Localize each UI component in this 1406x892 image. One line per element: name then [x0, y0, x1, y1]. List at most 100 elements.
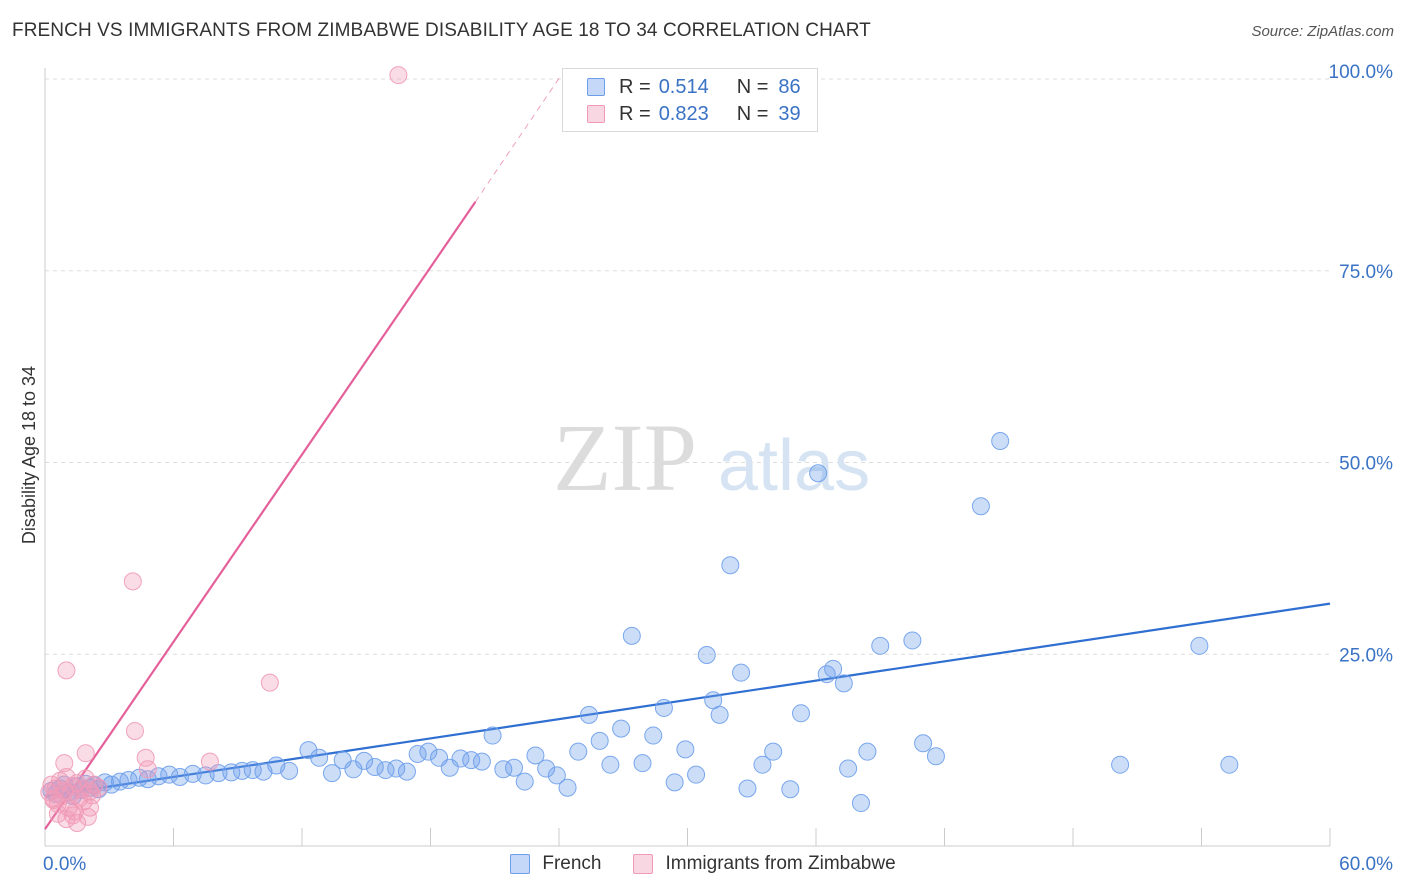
trend-line-extension	[475, 74, 562, 203]
watermark-zip: ZIP	[553, 404, 697, 511]
data-point[interactable]	[125, 721, 144, 740]
data-point[interactable]	[526, 746, 545, 765]
data-point[interactable]	[310, 748, 329, 767]
r-label: R =	[619, 102, 651, 125]
n-value: 86	[778, 75, 801, 98]
data-point[interactable]	[280, 761, 299, 780]
data-point[interactable]	[387, 759, 406, 778]
grid-layer	[45, 78, 1330, 655]
data-point[interactable]	[1111, 755, 1130, 774]
data-point[interactable]	[1220, 755, 1239, 774]
data-point[interactable]	[365, 757, 384, 776]
axis-layer: 25.0% 50.0% 75.0% 100.0% 0.0% 60.0%	[43, 62, 1393, 875]
data-point[interactable]	[119, 771, 138, 790]
data-point[interactable]	[851, 794, 870, 813]
legend-item-zimbabwe[interactable]: Immigrants from Zimbabwe	[633, 853, 896, 875]
data-point[interactable]	[200, 752, 219, 771]
data-point[interactable]	[991, 432, 1010, 451]
correlation-stats-box: R = 0.514 N = 86 R = 0.823 N = 39	[562, 68, 818, 132]
data-point[interactable]	[858, 742, 877, 761]
data-point[interactable]	[89, 778, 108, 797]
data-point[interactable]	[781, 780, 800, 799]
data-point[interactable]	[644, 726, 663, 745]
stats-row-french: R = 0.514 N = 86	[587, 74, 801, 100]
data-point[interactable]	[834, 674, 853, 693]
data-point[interactable]	[299, 741, 318, 760]
legend-item-french[interactable]: French	[510, 853, 601, 875]
data-point[interactable]	[472, 752, 491, 771]
data-point[interactable]	[48, 804, 67, 823]
data-point[interactable]	[138, 770, 157, 789]
data-point[interactable]	[569, 742, 588, 761]
data-point[interactable]	[389, 66, 408, 85]
n-label: N =	[736, 102, 769, 125]
legend-swatch-zimbabwe	[633, 854, 654, 874]
data-point[interactable]	[633, 754, 652, 773]
data-point[interactable]	[601, 755, 620, 774]
data-point[interactable]	[57, 661, 76, 680]
legend-label-french: French	[542, 853, 602, 874]
data-point[interactable]	[732, 663, 751, 682]
data-point[interactable]	[419, 742, 438, 761]
data-point[interactable]	[76, 744, 95, 763]
data-point[interactable]	[355, 751, 374, 770]
data-point[interactable]	[665, 773, 684, 792]
data-point[interactable]	[753, 755, 772, 774]
data-point[interactable]	[68, 813, 87, 832]
data-point[interactable]	[738, 779, 757, 798]
y-tick-label: 25.0%	[1339, 645, 1393, 666]
data-point[interactable]	[397, 762, 416, 781]
data-point[interactable]	[1190, 636, 1209, 655]
data-point[interactable]	[579, 705, 598, 724]
chart-legend: French Immigrants from Zimbabwe	[0, 850, 1406, 878]
data-point[interactable]	[792, 704, 811, 723]
watermark-atlas: atlas	[718, 426, 870, 506]
data-point[interactable]	[80, 798, 99, 817]
data-point[interactable]	[676, 740, 695, 759]
data-point[interactable]	[697, 646, 716, 665]
trend-line	[44, 201, 477, 830]
data-point[interactable]	[260, 673, 279, 692]
data-point[interactable]	[871, 636, 890, 655]
data-point[interactable]	[824, 659, 843, 678]
french-swatch	[587, 78, 605, 96]
data-point[interactable]	[44, 789, 63, 808]
data-point[interactable]	[926, 747, 945, 766]
data-point[interactable]	[322, 764, 341, 783]
data-point[interactable]	[809, 464, 828, 483]
data-point[interactable]	[515, 772, 534, 791]
y-axis-title: Disability Age 18 to 34	[19, 366, 39, 544]
r-value: 0.823	[658, 102, 709, 125]
data-point[interactable]	[710, 705, 729, 724]
data-point[interactable]	[55, 754, 74, 773]
data-point[interactable]	[903, 631, 922, 650]
data-point[interactable]	[764, 742, 783, 761]
data-point[interactable]	[160, 765, 179, 784]
data-point[interactable]	[622, 626, 641, 645]
data-point[interactable]	[408, 744, 427, 763]
data-point[interactable]	[483, 726, 502, 745]
data-point[interactable]	[590, 731, 609, 750]
data-point[interactable]	[57, 767, 76, 786]
data-point[interactable]	[537, 759, 556, 778]
data-point[interactable]	[183, 764, 202, 783]
data-point[interactable]	[547, 766, 566, 785]
data-point[interactable]	[839, 759, 858, 778]
data-point[interactable]	[558, 778, 577, 797]
data-point[interactable]	[136, 748, 155, 767]
data-point[interactable]	[123, 572, 142, 591]
source-credit: Source: ZipAtlas.com	[1251, 23, 1394, 40]
y-tick-label: 100.0%	[1329, 62, 1394, 83]
data-point[interactable]	[721, 556, 740, 575]
series-french	[42, 432, 1239, 813]
zimbabwe-swatch	[587, 105, 605, 123]
data-point[interactable]	[971, 497, 990, 516]
data-point[interactable]	[138, 760, 157, 779]
data-point[interactable]	[505, 758, 524, 777]
n-label: N =	[736, 75, 769, 98]
data-point[interactable]	[687, 765, 706, 784]
data-point[interactable]	[612, 719, 631, 738]
data-point[interactable]	[654, 698, 673, 717]
data-point[interactable]	[914, 734, 933, 753]
